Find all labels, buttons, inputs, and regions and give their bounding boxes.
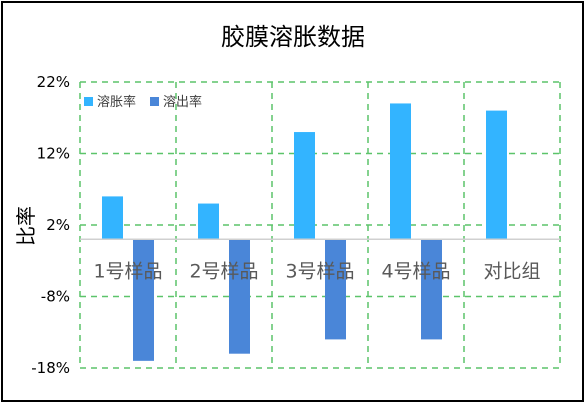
y-tick-label: -18% xyxy=(31,359,70,377)
bar xyxy=(198,203,219,240)
bar xyxy=(133,239,154,361)
axis-layer: 22% 12% 2% -8% -18% 1号样品 2号样品 3号样品 4号样品 对比组 xyxy=(31,73,560,377)
x-category-label: 对比组 xyxy=(483,260,540,282)
bar xyxy=(102,196,123,240)
legend-label: 溶出率 xyxy=(163,94,202,110)
x-category-label: 1号样品 xyxy=(93,260,162,282)
legend-swatch xyxy=(150,97,159,106)
y-tick-label: 2% xyxy=(46,216,70,234)
bars-layer xyxy=(102,103,507,361)
y-tick-label: -8% xyxy=(41,288,70,306)
x-category-label: 4号样品 xyxy=(381,260,450,282)
bar xyxy=(421,239,442,340)
chart-title: 胶膜溶胀数据 xyxy=(221,23,365,51)
bar xyxy=(486,110,507,240)
bar xyxy=(325,239,346,340)
x-category-label: 3号样品 xyxy=(285,260,354,282)
legend: 溶胀率 溶出率 xyxy=(84,94,202,110)
legend-label: 溶胀率 xyxy=(97,94,136,110)
y-axis-label: 比率 xyxy=(14,206,38,246)
y-tick-label: 22% xyxy=(37,73,70,91)
y-tick-label: 12% xyxy=(37,145,70,163)
bar xyxy=(229,239,250,354)
legend-swatch xyxy=(84,97,93,106)
x-category-label: 2号样品 xyxy=(189,260,258,282)
bar xyxy=(294,132,315,240)
grid-layer xyxy=(79,81,561,369)
bar xyxy=(390,103,411,240)
